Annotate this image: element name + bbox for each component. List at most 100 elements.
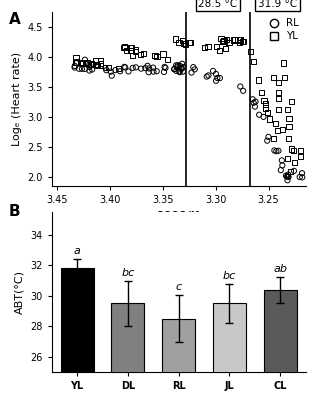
Point: [235, 37, 240, 43]
Point: [220, 38, 225, 45]
Point: [151, 68, 156, 75]
Point: [280, 126, 285, 133]
Point: [177, 62, 182, 69]
Point: [237, 36, 242, 43]
Point: [93, 58, 99, 64]
Point: [154, 54, 160, 60]
Point: [73, 54, 79, 61]
Point: [141, 50, 146, 57]
Point: [133, 64, 139, 70]
Point: [272, 147, 277, 154]
Point: [176, 39, 182, 46]
Point: [282, 74, 287, 81]
Point: [279, 157, 285, 164]
Point: [251, 58, 256, 64]
Point: [179, 65, 184, 71]
Point: [146, 65, 152, 72]
Point: [278, 167, 284, 173]
Point: [177, 69, 182, 75]
Point: [95, 63, 100, 69]
Point: [174, 64, 180, 70]
Bar: [112, 304, 144, 400]
Point: [213, 71, 218, 77]
Point: [90, 66, 95, 73]
Text: c: c: [176, 282, 182, 292]
Point: [126, 68, 131, 75]
Point: [248, 48, 254, 55]
Point: [122, 64, 127, 70]
Text: 28.5 °C: 28.5 °C: [198, 0, 237, 8]
Point: [177, 68, 182, 74]
Point: [179, 60, 185, 67]
Point: [73, 60, 78, 66]
Point: [186, 40, 192, 46]
Point: [130, 65, 135, 71]
Point: [145, 63, 150, 69]
Point: [285, 173, 291, 180]
Legend: RL, YL: RL, YL: [263, 17, 300, 42]
Point: [152, 52, 158, 58]
Point: [226, 39, 232, 46]
Point: [94, 61, 99, 68]
Point: [276, 95, 281, 102]
Point: [192, 66, 197, 72]
Point: [213, 78, 219, 84]
Point: [265, 109, 270, 115]
Point: [172, 66, 177, 72]
Point: [298, 147, 303, 154]
Point: [128, 47, 134, 54]
Point: [276, 106, 281, 113]
Point: [237, 36, 242, 43]
Text: bc: bc: [223, 270, 236, 280]
Point: [94, 61, 99, 68]
Y-axis label: Logₑ (Heart rate): Logₑ (Heart rate): [12, 52, 22, 146]
Point: [231, 37, 237, 43]
Point: [281, 60, 286, 66]
Bar: [162, 319, 195, 400]
Point: [180, 68, 186, 75]
Point: [283, 172, 289, 179]
Point: [300, 174, 305, 180]
Point: [152, 52, 157, 58]
Point: [204, 73, 209, 80]
Text: ab: ab: [273, 264, 287, 274]
Point: [162, 64, 167, 70]
Point: [138, 51, 143, 57]
Point: [257, 112, 262, 118]
Point: [129, 44, 134, 51]
Point: [292, 159, 297, 165]
Point: [87, 67, 92, 74]
Point: [215, 75, 220, 81]
Point: [154, 68, 159, 74]
Point: [288, 168, 293, 175]
Point: [85, 60, 90, 66]
Point: [224, 36, 229, 42]
Point: [210, 68, 216, 74]
Point: [262, 98, 267, 104]
Point: [104, 67, 109, 74]
Point: [221, 38, 226, 44]
Point: [276, 148, 281, 154]
Point: [286, 135, 291, 142]
Point: [267, 116, 272, 122]
Point: [237, 37, 243, 43]
Point: [280, 162, 285, 169]
Point: [237, 39, 242, 45]
Point: [265, 138, 270, 144]
Point: [188, 40, 193, 46]
Point: [82, 56, 88, 63]
Point: [201, 44, 207, 51]
Point: [108, 68, 114, 75]
X-axis label: 1000/K: 1000/K: [157, 210, 200, 220]
Point: [103, 65, 108, 71]
Point: [297, 174, 302, 180]
Point: [122, 44, 128, 50]
Point: [251, 100, 257, 106]
Point: [123, 64, 128, 71]
Point: [253, 98, 258, 105]
Point: [133, 47, 138, 53]
Point: [237, 83, 243, 90]
Point: [285, 177, 290, 184]
Bar: [61, 268, 94, 400]
Point: [83, 60, 88, 66]
